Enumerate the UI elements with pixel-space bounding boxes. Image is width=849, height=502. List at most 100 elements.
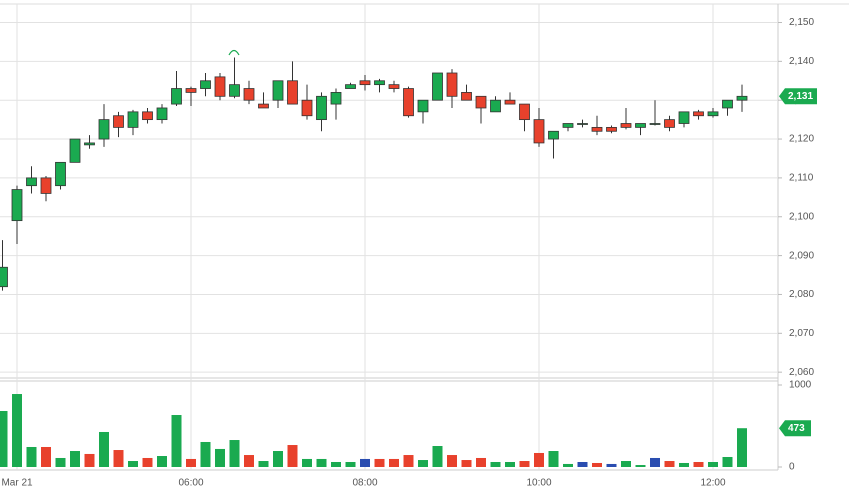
candle-body — [461, 92, 472, 101]
volume-bar — [360, 458, 370, 467]
volume-bar — [113, 450, 124, 467]
candle-body — [562, 123, 574, 128]
volume-bar — [258, 461, 269, 467]
x-tick-label: Mar 21 — [1, 478, 33, 489]
candle-body — [707, 111, 719, 117]
y-tick-label: 2,070 — [789, 328, 814, 339]
volume-bar — [345, 461, 356, 467]
marker — [228, 49, 240, 56]
volume-bar — [476, 457, 486, 467]
candle-body — [417, 99, 429, 113]
y-tick-label: 2,060 — [789, 367, 814, 378]
candle-body — [374, 80, 385, 86]
candle-body — [69, 138, 81, 163]
volume-bar — [693, 461, 704, 467]
volume-bar — [403, 455, 414, 467]
x-tick-label: 10:00 — [526, 478, 551, 489]
volume-bar — [229, 440, 240, 467]
candle-body — [490, 99, 501, 113]
volume-bar — [374, 458, 385, 467]
volume-bar — [621, 461, 631, 467]
x-tick-label: 06:00 — [178, 478, 203, 489]
volume-bar — [12, 394, 22, 467]
volume-bar — [534, 452, 544, 467]
volume-bar — [215, 448, 225, 467]
volume-bar — [722, 456, 733, 467]
volume-bar — [99, 431, 109, 467]
volume-bar — [302, 458, 312, 467]
candle-body — [229, 84, 240, 97]
candle-body — [359, 80, 371, 86]
volume-bar — [200, 441, 211, 467]
candle-body — [475, 95, 487, 109]
candle-body — [171, 88, 182, 105]
candle-body — [678, 111, 690, 124]
candle-body — [258, 103, 269, 109]
volume-bar — [331, 461, 341, 467]
volume-tag — [779, 420, 811, 437]
volume-bar — [592, 462, 602, 467]
candle-body — [316, 95, 327, 121]
candle-body — [533, 119, 545, 144]
candle-body — [301, 99, 313, 117]
candle-body — [330, 92, 342, 105]
volume-bar — [171, 415, 182, 467]
y-tick-label: 2,080 — [789, 289, 814, 300]
volume-bar — [432, 446, 443, 467]
candle-body — [156, 107, 168, 121]
candle-body — [446, 72, 458, 97]
volume-tag-label: 473 — [788, 423, 805, 434]
volume-bar — [316, 458, 327, 467]
candle-body — [200, 80, 211, 89]
volume-bar — [737, 428, 747, 467]
candle-body — [388, 84, 400, 89]
y-tick-label: 2,110 — [789, 173, 814, 184]
volume-bar — [142, 457, 153, 467]
candle-body — [287, 80, 298, 105]
candle-body — [649, 123, 661, 125]
volume-bar — [26, 446, 37, 467]
candle-body — [620, 123, 632, 128]
volume-bar — [418, 460, 428, 467]
y-tick-label: 1000 — [789, 380, 812, 391]
candle-body — [214, 76, 226, 97]
volume-bar — [244, 455, 254, 467]
volume-bar — [84, 453, 95, 467]
candle-body — [345, 84, 356, 89]
candle-body — [243, 88, 255, 101]
volume-bar — [447, 455, 457, 467]
volume-bar — [577, 461, 588, 467]
price-tag — [779, 88, 817, 105]
volume-bar — [55, 457, 66, 467]
candle-body — [185, 88, 197, 93]
y-tick-label: 2,140 — [789, 56, 814, 67]
candle-body — [519, 103, 530, 121]
candle-body — [98, 119, 110, 140]
candle-body — [591, 126, 603, 132]
volume-bar — [650, 457, 660, 467]
volume-bar — [389, 458, 399, 467]
volume-bar — [287, 445, 298, 467]
volume-bar — [563, 463, 573, 467]
volume-bar — [157, 456, 167, 467]
volume-bar — [606, 463, 617, 467]
candle-body — [432, 72, 443, 101]
candle-body — [693, 111, 704, 117]
y-tick-label: 2,120 — [789, 134, 814, 145]
candle-body — [272, 80, 284, 101]
volume-bar — [41, 446, 51, 467]
candle-body — [606, 126, 617, 132]
candle-body — [577, 123, 588, 125]
candle-body — [55, 161, 66, 187]
volume-bar — [490, 461, 501, 467]
volume-bar — [461, 460, 472, 467]
candle-body — [0, 266, 8, 288]
x-tick-label: 12:00 — [700, 478, 725, 489]
candle-body — [722, 99, 733, 109]
candle-body — [736, 95, 748, 101]
volume-bar — [128, 461, 138, 467]
volume-bar — [679, 462, 689, 467]
volume-bar — [273, 451, 283, 467]
volume-bar — [186, 458, 196, 467]
y-tick-label: 2,150 — [789, 17, 814, 28]
